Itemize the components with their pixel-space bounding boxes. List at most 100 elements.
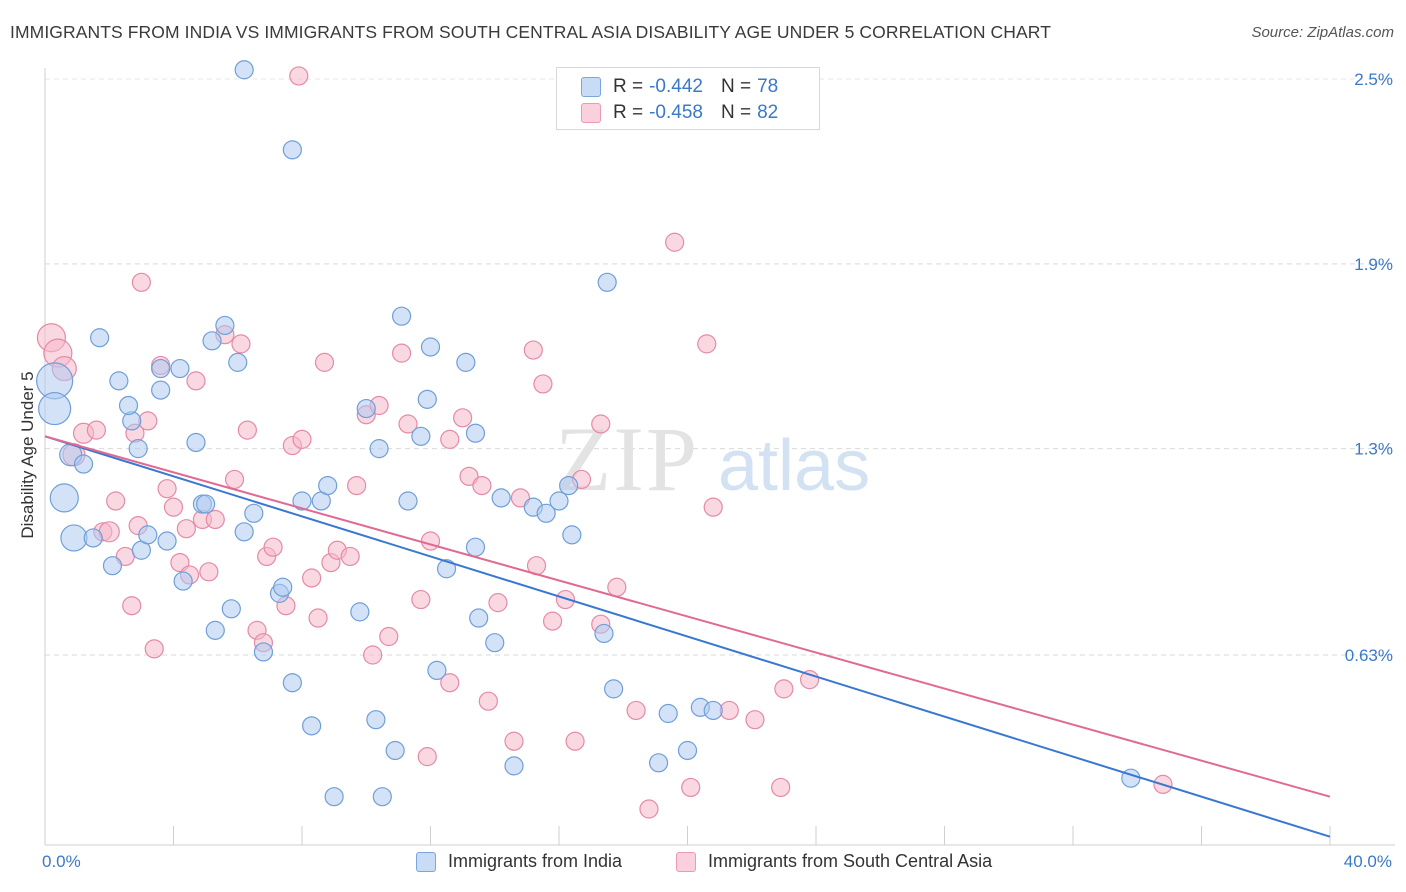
- y-tick-label: 0.63%: [1345, 646, 1393, 665]
- legend-item-india: Immigrants from India: [416, 851, 622, 872]
- point-india: [594, 623, 614, 644]
- point-sca: [478, 691, 498, 711]
- point-india: [427, 660, 447, 681]
- series-legend: Immigrants from India Immigrants from So…: [0, 851, 1406, 879]
- point-india: [465, 537, 486, 557]
- point-sca: [420, 531, 441, 551]
- point-india: [465, 423, 486, 443]
- point-india: [398, 491, 418, 511]
- point-sca: [363, 645, 383, 665]
- series-india: [36, 60, 1141, 807]
- point-sca: [771, 777, 791, 798]
- trend-line-india: [44, 435, 1331, 838]
- point-sca: [157, 479, 177, 499]
- point-sca: [131, 272, 151, 292]
- point-india: [324, 787, 344, 807]
- point-india: [90, 328, 110, 348]
- point-india: [469, 608, 489, 628]
- point-india: [491, 488, 511, 508]
- point-india: [109, 371, 129, 391]
- point-sca: [510, 488, 531, 508]
- point-india: [559, 475, 579, 496]
- point-sca: [626, 700, 646, 721]
- point-sca: [263, 537, 283, 557]
- point-india: [372, 787, 392, 807]
- legend-label-india: Immigrants from India: [448, 851, 623, 871]
- point-india: [202, 331, 222, 351]
- legend-item-sca: Immigrants from South Central Asia: [676, 851, 992, 872]
- point-sca: [745, 710, 765, 730]
- legend-row-sca: R = -0.458 N = 82: [581, 101, 778, 125]
- point-sca: [591, 414, 611, 434]
- point-sca: [453, 408, 473, 428]
- watermark-zip: ZIP: [555, 408, 699, 510]
- point-sca: [224, 469, 245, 490]
- legend-swatch-india: [416, 851, 436, 872]
- point-india: [282, 140, 302, 160]
- point-sca: [565, 731, 585, 751]
- point-sca: [417, 747, 437, 767]
- point-sca: [459, 466, 479, 486]
- point-india: [205, 620, 225, 640]
- chart-title: IMMIGRANTS FROM INDIA VS IMMIGRANTS FROM…: [10, 22, 1052, 42]
- point-sca: [774, 679, 794, 699]
- point-sca: [86, 420, 107, 440]
- point-sca: [314, 352, 335, 372]
- y-tick-label: 2.5%: [1354, 70, 1393, 89]
- point-india: [504, 756, 524, 776]
- point-india: [221, 599, 241, 619]
- point-india: [597, 272, 617, 292]
- y-tick-label: 1.9%: [1354, 255, 1393, 274]
- point-sca: [472, 475, 492, 496]
- point-india: [391, 306, 412, 326]
- n-label: N =: [720, 76, 752, 97]
- point-india: [273, 577, 293, 597]
- point-sca: [199, 562, 219, 582]
- point-sca: [144, 639, 164, 659]
- point-india: [122, 411, 142, 431]
- point-india: [173, 571, 193, 591]
- point-india: [196, 494, 216, 514]
- point-india: [102, 556, 123, 576]
- r-label: R =: [613, 76, 644, 97]
- point-india: [234, 522, 254, 542]
- point-india: [244, 503, 264, 523]
- point-sca: [379, 626, 399, 647]
- point-india: [677, 740, 698, 761]
- watermark-atlas: atlas: [718, 426, 870, 506]
- point-india: [436, 559, 457, 579]
- point-sca: [231, 334, 251, 354]
- point-sca: [533, 374, 553, 394]
- point-sca: [347, 475, 367, 496]
- point-india: [318, 475, 338, 496]
- point-india: [60, 524, 88, 552]
- point-sca: [186, 371, 206, 391]
- point-india: [170, 358, 190, 379]
- point-sca: [176, 519, 196, 539]
- point-sca: [440, 429, 460, 449]
- point-india: [234, 60, 254, 80]
- point-india: [385, 740, 405, 761]
- point-sca: [205, 509, 225, 530]
- point-india: [356, 398, 376, 419]
- axes: [44, 68, 1395, 846]
- point-india: [49, 483, 79, 513]
- point-india: [536, 503, 556, 523]
- point-sca: [440, 673, 460, 693]
- n-value: 82: [757, 102, 779, 123]
- trend-line-sca: [44, 435, 1331, 798]
- point-sca: [555, 589, 576, 610]
- x-tick-min: 0.0%: [42, 852, 81, 871]
- point-sca: [340, 546, 360, 567]
- point-india: [186, 432, 206, 453]
- point-india: [151, 358, 171, 379]
- point-sca: [138, 411, 158, 431]
- point-sca: [523, 340, 543, 360]
- point-sca: [681, 777, 701, 798]
- point-india: [228, 352, 248, 372]
- point-sca: [411, 589, 431, 610]
- y-axis-label: Disability Age Under 5: [18, 371, 37, 538]
- point-india: [253, 642, 274, 662]
- point-india: [73, 454, 94, 474]
- legend-label-sca: Immigrants from South Central Asia: [708, 851, 993, 871]
